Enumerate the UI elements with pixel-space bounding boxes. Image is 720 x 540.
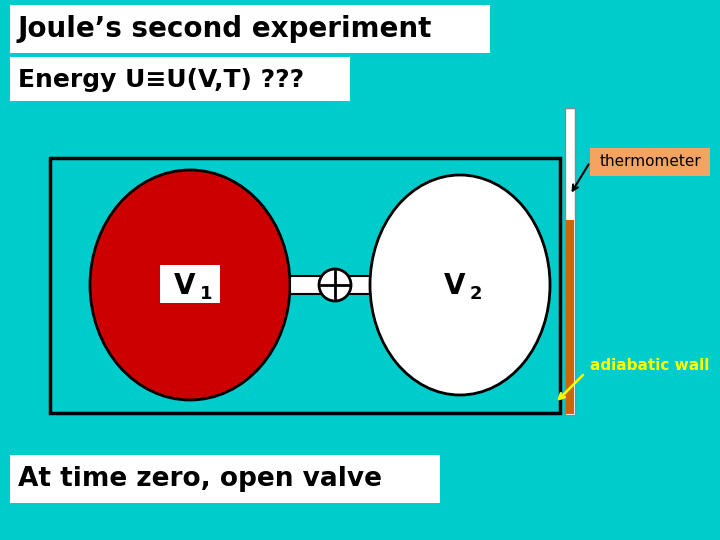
Bar xyxy=(160,265,220,303)
Bar xyxy=(10,455,440,503)
Text: adiabatic wall: adiabatic wall xyxy=(590,357,709,373)
Bar xyxy=(290,276,380,294)
Text: V: V xyxy=(174,272,196,300)
Bar xyxy=(50,158,560,413)
Ellipse shape xyxy=(370,175,550,395)
Circle shape xyxy=(319,269,351,301)
Ellipse shape xyxy=(90,170,290,400)
Text: Energy U≡U(V,T) ???: Energy U≡U(V,T) ??? xyxy=(18,68,304,92)
Bar xyxy=(10,57,350,101)
Text: 2: 2 xyxy=(469,285,482,303)
Text: thermometer: thermometer xyxy=(599,154,701,170)
Bar xyxy=(10,5,490,53)
Bar xyxy=(565,108,575,415)
Bar xyxy=(566,220,574,414)
Text: V: V xyxy=(444,272,466,300)
Bar xyxy=(590,148,710,176)
Text: 1: 1 xyxy=(199,285,212,303)
Text: At time zero, open valve: At time zero, open valve xyxy=(18,466,382,492)
Text: Joule’s second experiment: Joule’s second experiment xyxy=(18,15,433,43)
